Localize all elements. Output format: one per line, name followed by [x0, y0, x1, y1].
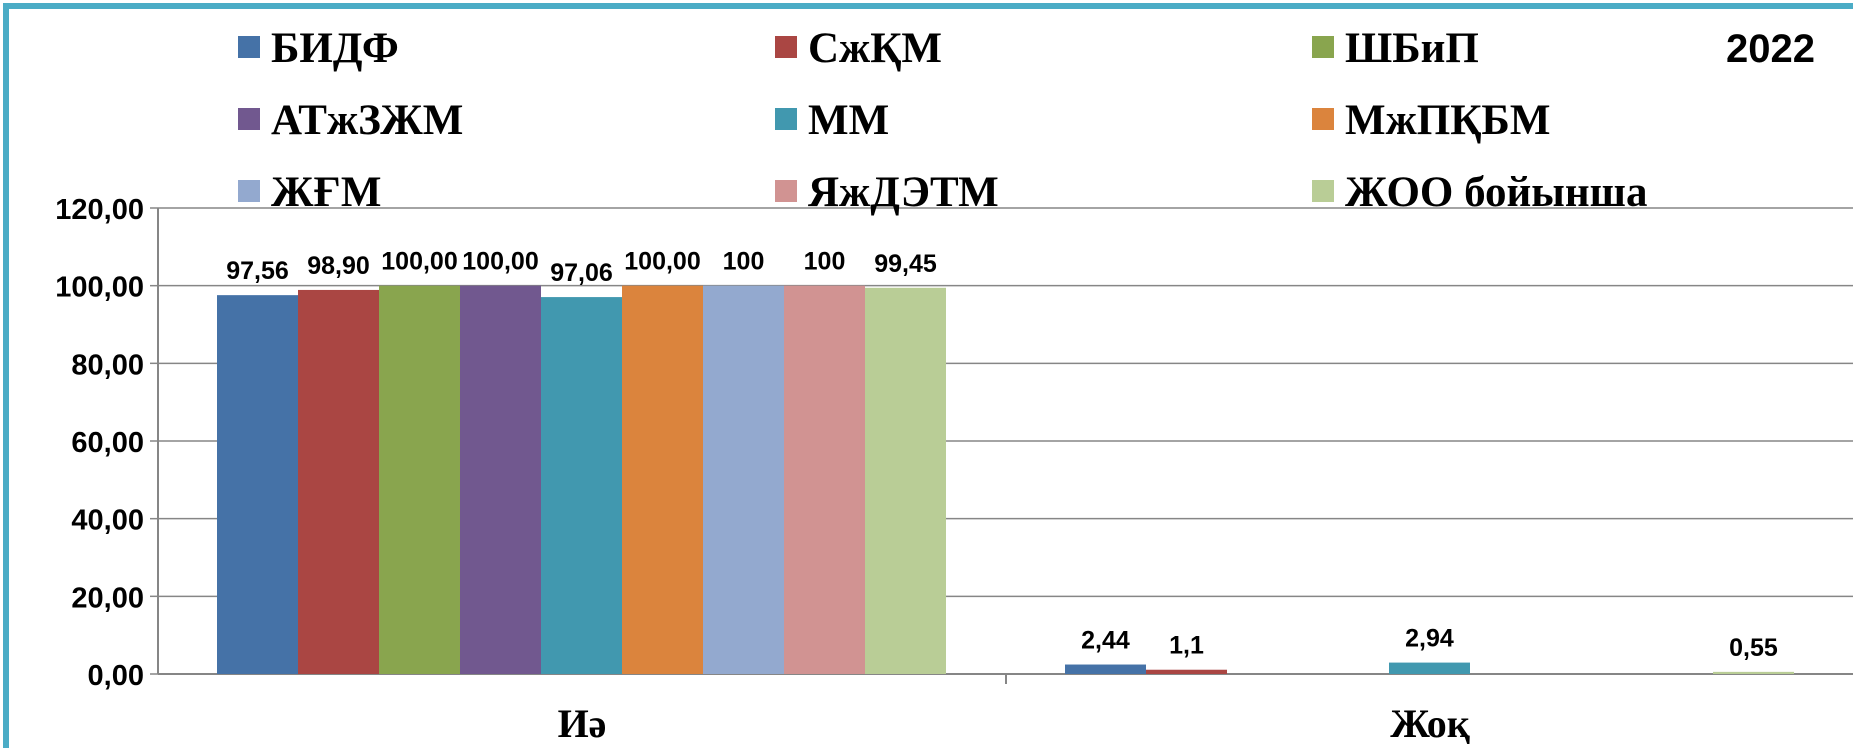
legend-swatch	[1312, 180, 1334, 202]
bar	[1713, 671, 1794, 674]
data-label: 99,45	[874, 250, 937, 278]
legend-swatch	[775, 108, 797, 130]
legend-label: АТжЗЖМ	[271, 97, 463, 144]
legend: БИДФ СжҚМ ШБиП АТжЗЖМ ММ МжПҚБМ ЖҒМ ЯжДЭТМ ЖОО б…	[238, 25, 1647, 216]
legend-swatch	[238, 108, 260, 130]
y-tick-label: 60,00	[71, 427, 144, 459]
data-label: 100	[804, 248, 846, 276]
bar	[622, 285, 703, 674]
chart-annotation: 2022	[1726, 27, 1815, 71]
x-tick-label: Жоқ	[1390, 701, 1470, 746]
legend-label: СжҚМ	[808, 25, 942, 72]
y-tick-label: 20,00	[71, 582, 144, 614]
x-tick-label: Иә	[558, 701, 607, 746]
bar	[703, 285, 784, 674]
legend-label: ЯжДЭТМ	[808, 169, 999, 216]
bar	[1065, 664, 1146, 674]
bar	[1146, 669, 1227, 674]
bar	[460, 285, 541, 674]
data-label: 100,00	[381, 248, 457, 276]
legend-label: ШБиП	[1345, 25, 1479, 72]
legend-swatch	[238, 180, 260, 202]
data-label: 2,94	[1405, 625, 1454, 653]
legend-swatch	[238, 36, 260, 58]
data-label: 100,00	[462, 248, 538, 276]
bar	[379, 285, 460, 674]
legend-swatch	[1312, 108, 1334, 130]
legend-label: ЖОО бойынша	[1345, 169, 1647, 216]
legend-label: ММ	[808, 97, 889, 144]
y-tick-label: 0,00	[88, 660, 144, 692]
bar	[865, 287, 946, 674]
bar	[784, 285, 865, 674]
legend-swatch	[775, 180, 797, 202]
legend-swatch	[1312, 36, 1334, 58]
bar	[1389, 662, 1470, 674]
y-tick-label: 80,00	[71, 349, 144, 381]
data-label: 0,55	[1729, 634, 1778, 662]
data-label: 97,56	[226, 257, 289, 285]
data-label: 100	[723, 248, 765, 276]
data-label: 1,1	[1169, 632, 1204, 660]
bar	[298, 289, 379, 674]
legend-label: БИДФ	[271, 25, 399, 72]
data-label: 2,44	[1081, 627, 1130, 655]
bars	[217, 285, 1794, 674]
legend-swatch	[775, 36, 797, 58]
y-tick-label: 100,00	[55, 272, 144, 304]
bar	[541, 297, 622, 674]
data-label: 97,06	[550, 259, 613, 287]
legend-label: ЖҒМ	[271, 169, 381, 216]
legend-label: МжПҚБМ	[1345, 97, 1550, 144]
y-tick-label: 120,00	[55, 194, 144, 226]
bar	[217, 295, 298, 674]
y-tick-label: 40,00	[71, 505, 144, 537]
data-label: 98,90	[307, 252, 370, 280]
data-label: 100,00	[624, 248, 700, 276]
